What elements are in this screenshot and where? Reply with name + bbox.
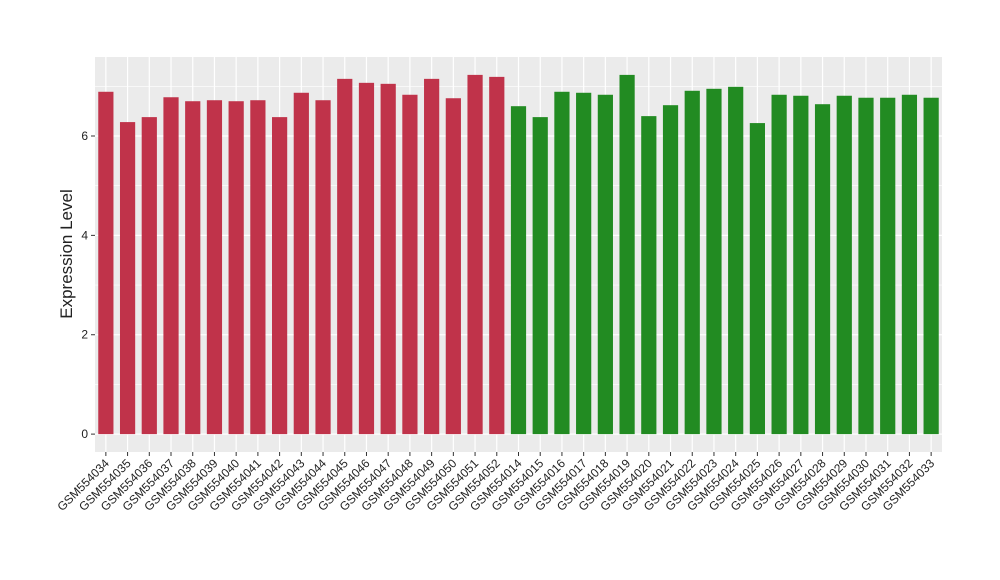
bar bbox=[858, 97, 874, 435]
y-tick-label: 0 bbox=[81, 427, 88, 441]
bar bbox=[749, 123, 765, 435]
y-tick-label: 4 bbox=[81, 228, 88, 242]
bar bbox=[293, 92, 309, 435]
bar bbox=[250, 100, 266, 435]
bar bbox=[901, 94, 918, 435]
bar bbox=[532, 117, 548, 435]
bar bbox=[380, 83, 396, 435]
bar bbox=[402, 94, 418, 435]
bar bbox=[836, 95, 852, 435]
bar bbox=[597, 94, 613, 435]
bar bbox=[923, 97, 939, 435]
bar bbox=[814, 104, 831, 435]
bar bbox=[771, 94, 787, 435]
bar bbox=[185, 101, 201, 435]
bar bbox=[641, 116, 657, 435]
bar bbox=[119, 122, 136, 435]
bar bbox=[684, 90, 700, 435]
bar bbox=[510, 106, 527, 435]
bar bbox=[315, 100, 331, 435]
bar bbox=[445, 98, 461, 435]
bar bbox=[554, 91, 570, 435]
bar bbox=[424, 78, 440, 435]
bar bbox=[228, 101, 244, 435]
bar bbox=[793, 95, 809, 435]
bar bbox=[489, 76, 505, 435]
bar bbox=[272, 117, 288, 435]
bar bbox=[706, 88, 722, 435]
bar bbox=[337, 78, 353, 435]
bar bbox=[880, 97, 896, 435]
bar bbox=[163, 97, 179, 435]
y-tick-label: 6 bbox=[81, 129, 88, 143]
bar bbox=[619, 74, 635, 435]
bar bbox=[662, 105, 679, 435]
bar bbox=[98, 91, 114, 435]
bar bbox=[206, 100, 223, 435]
bar bbox=[141, 117, 157, 435]
bar bbox=[358, 82, 375, 435]
bar bbox=[467, 74, 483, 435]
bar bbox=[728, 86, 744, 435]
bar bbox=[576, 92, 592, 435]
y-axis-label: Expression Level bbox=[57, 189, 76, 318]
y-tick-label: 2 bbox=[81, 328, 88, 342]
